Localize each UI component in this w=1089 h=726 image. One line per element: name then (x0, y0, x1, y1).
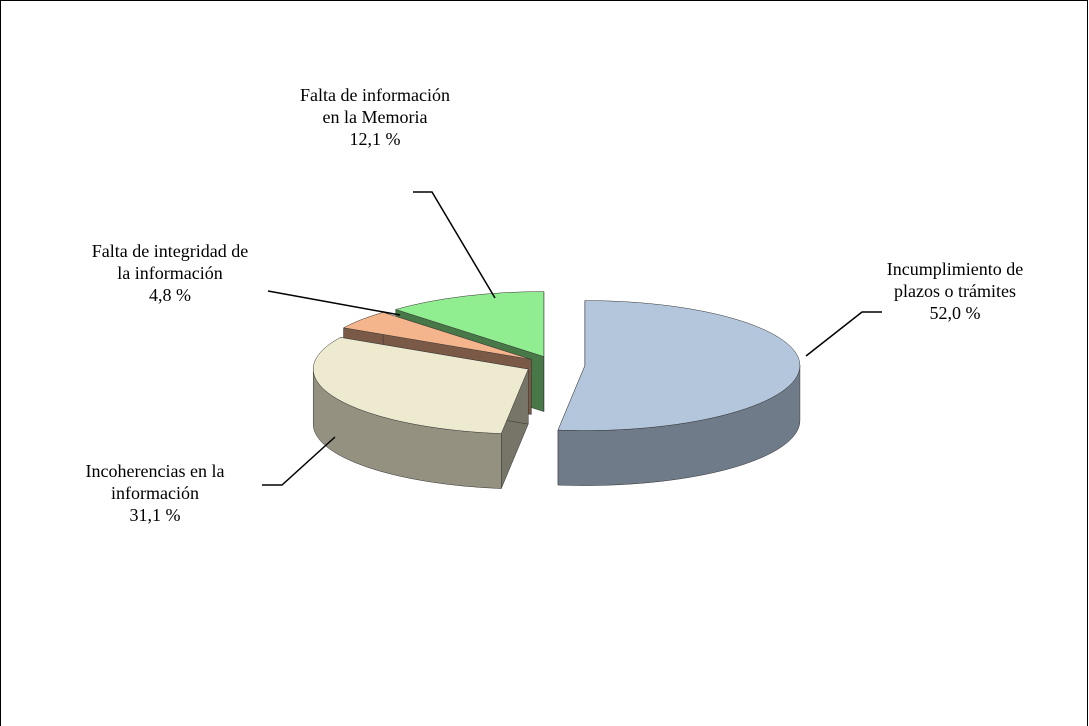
data-label: Falta de integridad de la información 4,8… (85, 240, 255, 306)
slice (312, 337, 529, 434)
leader-line (262, 436, 336, 486)
value-label: 12,1 % (349, 129, 401, 149)
category-label: Falta de información en la Memoria (300, 85, 450, 127)
leader-lines (262, 191, 882, 486)
leader-line (413, 191, 496, 299)
data-label: Incoherencias en la información 31,1 % (40, 460, 270, 526)
slice (557, 300, 801, 431)
value-label: 31,1 % (129, 505, 181, 525)
leader-line (267, 290, 401, 316)
data-label: Incumplimiento de plazos o trámites 52,0 … (870, 258, 1040, 324)
value-label: 4,8 % (149, 285, 191, 305)
category-label: Incoherencias en la información (85, 461, 225, 503)
category-label: Falta de integridad de la información (91, 241, 249, 283)
data-label: Falta de información en la Memoria 12,1 % (300, 84, 450, 150)
leader-line (805, 311, 882, 357)
category-label: Incumplimiento de plazos o trámites (886, 259, 1024, 301)
pie (312, 291, 801, 489)
slice (394, 291, 545, 357)
value-label: 52,0 % (929, 303, 981, 323)
